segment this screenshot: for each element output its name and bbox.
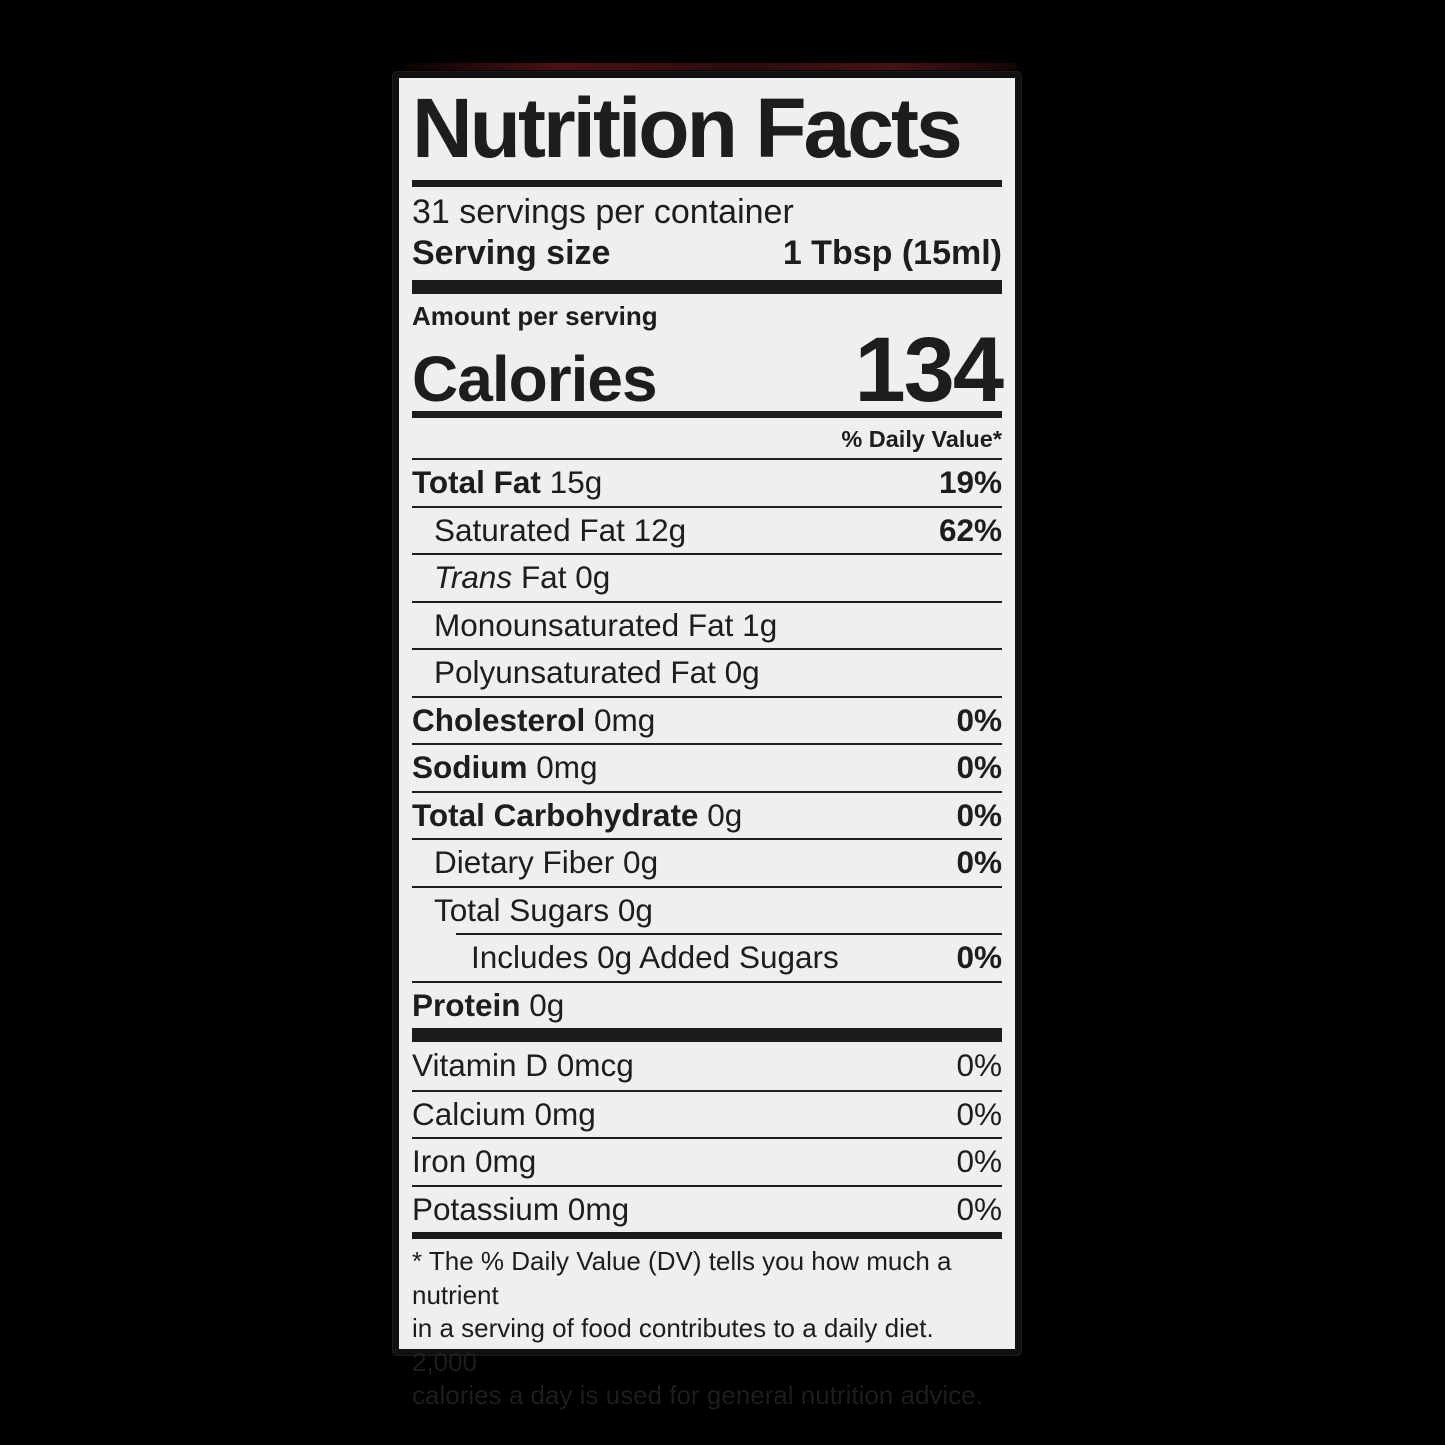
nutrient-row-saturated-fat: Saturated Fat 12g 62% xyxy=(412,505,1002,554)
daily-value-percent: 62% xyxy=(938,511,1002,548)
nutrient-table: Total Fat 15g 19% Saturated Fat 12g 62% … xyxy=(412,458,1002,1028)
nutrient-row-total-carbohydrate: Total Carbohydrate 0g 0% xyxy=(412,790,1002,839)
nutrient-amount: Saturated Fat 12g xyxy=(434,511,687,548)
footnote-line: * The % Daily Value (DV) tells you how m… xyxy=(412,1246,952,1310)
nutrient-row-total-sugars: Total Sugars 0g xyxy=(412,885,1002,934)
vitamin-row-potassium: Potassium 0mg 0% xyxy=(412,1184,1002,1233)
daily-value-percent: 0% xyxy=(956,1143,1002,1180)
vitamins-table: Vitamin D 0mcg 0% Calcium 0mg 0% Iron 0m… xyxy=(412,1042,1002,1232)
daily-value-percent: 0% xyxy=(956,701,1002,738)
nutrient-row-polyunsaturated-fat: Polyunsaturated Fat 0g xyxy=(412,648,1002,696)
nutrient-name: Protein xyxy=(412,986,521,1023)
nutrient-amount: Dietary Fiber 0g xyxy=(434,844,659,881)
daily-value-percent: 0% xyxy=(956,939,1002,976)
calories-value: 134 xyxy=(854,319,1004,421)
nutrient-row-trans-fat: Trans Fat 0g xyxy=(412,553,1002,601)
serving-size-label: Serving size xyxy=(412,234,611,272)
calories-divider xyxy=(412,411,1002,418)
nutrient-row-protein: Protein 0g xyxy=(412,980,1002,1029)
nutrient-amount: Monounsaturated Fat 1g xyxy=(434,606,778,643)
nutrition-facts-title: Nutrition Facts xyxy=(412,81,963,175)
title-divider xyxy=(412,180,1002,187)
nutrient-name-italic: Trans xyxy=(434,559,513,596)
thick-divider-bottom xyxy=(412,1028,1002,1042)
daily-value-percent: 0% xyxy=(956,844,1002,881)
nutrient-amount: 15g xyxy=(540,464,603,501)
nutrient-row-added-sugars: Includes 0g Added Sugars 0% xyxy=(456,933,1002,981)
calories-row: Calories 134 xyxy=(412,319,1004,421)
nutrient-name: Sodium xyxy=(412,749,528,786)
serving-size-value: 1 Tbsp (15ml) xyxy=(782,234,1002,272)
photo-artifact-line xyxy=(405,63,1017,70)
nutrient-amount: Fat 0g xyxy=(512,559,611,596)
nutrient-name: Total Carbohydrate xyxy=(412,796,699,833)
vitamin-row-vitamin-d: Vitamin D 0mcg 0% xyxy=(412,1042,1002,1090)
nutrient-row-total-fat: Total Fat 15g 19% xyxy=(412,458,1002,506)
servings-per-container: 31 servings per container xyxy=(412,193,794,231)
vitamin-name: Calcium 0mg xyxy=(412,1095,596,1132)
daily-value-percent: 0% xyxy=(956,1095,1002,1132)
daily-value-percent: 0% xyxy=(956,1190,1002,1227)
serving-size-row: Serving size 1 Tbsp (15ml) xyxy=(412,232,1002,274)
footnote: * The % Daily Value (DV) tells you how m… xyxy=(412,1239,1002,1413)
thick-divider-top xyxy=(412,280,1002,294)
nutrient-amount: 0mg xyxy=(585,701,656,738)
daily-value-percent: 0% xyxy=(956,1047,1002,1084)
nutrient-amount: 0g xyxy=(520,986,565,1023)
daily-value-header: % Daily Value* xyxy=(841,426,1002,452)
vitamin-name: Potassium 0mg xyxy=(412,1190,630,1227)
nutrient-row-monounsaturated-fat: Monounsaturated Fat 1g xyxy=(412,600,1002,649)
vitamin-name: Iron 0mg xyxy=(412,1143,537,1180)
vitamin-row-iron: Iron 0mg 0% xyxy=(412,1137,1002,1185)
daily-value-percent: 19% xyxy=(938,464,1002,501)
footnote-divider xyxy=(412,1232,1002,1239)
nutrient-amount: Polyunsaturated Fat 0g xyxy=(434,654,760,691)
daily-value-percent: 0% xyxy=(956,796,1002,833)
nutrient-amount: 0mg xyxy=(527,749,598,786)
nutrient-amount: Total Sugars 0g xyxy=(434,891,653,928)
nutrient-row-sodium: Sodium 0mg 0% xyxy=(412,743,1002,791)
nutrition-facts-label: Nutrition Facts 31 servings per containe… xyxy=(393,72,1021,1410)
footnote-line: calories a day is used for general nutri… xyxy=(412,1380,983,1410)
vitamin-row-calcium: Calcium 0mg 0% xyxy=(412,1089,1002,1138)
nutrient-amount: 0g xyxy=(698,796,743,833)
vitamin-name: Vitamin D 0mcg xyxy=(412,1047,634,1084)
daily-value-percent: 0% xyxy=(956,749,1002,786)
nutrient-amount: Includes 0g Added Sugars xyxy=(471,939,839,976)
nutrient-name: Total Fat xyxy=(412,464,541,501)
amount-per-serving-label: Amount per serving xyxy=(412,301,658,331)
nutrient-name: Cholesterol xyxy=(412,701,586,738)
nutrient-row-dietary-fiber: Dietary Fiber 0g 0% xyxy=(412,838,1002,886)
calories-label: Calories xyxy=(412,343,658,415)
footnote-line: in a serving of food contributes to a da… xyxy=(412,1313,934,1377)
nutrient-row-cholesterol: Cholesterol 0mg 0% xyxy=(412,695,1002,744)
